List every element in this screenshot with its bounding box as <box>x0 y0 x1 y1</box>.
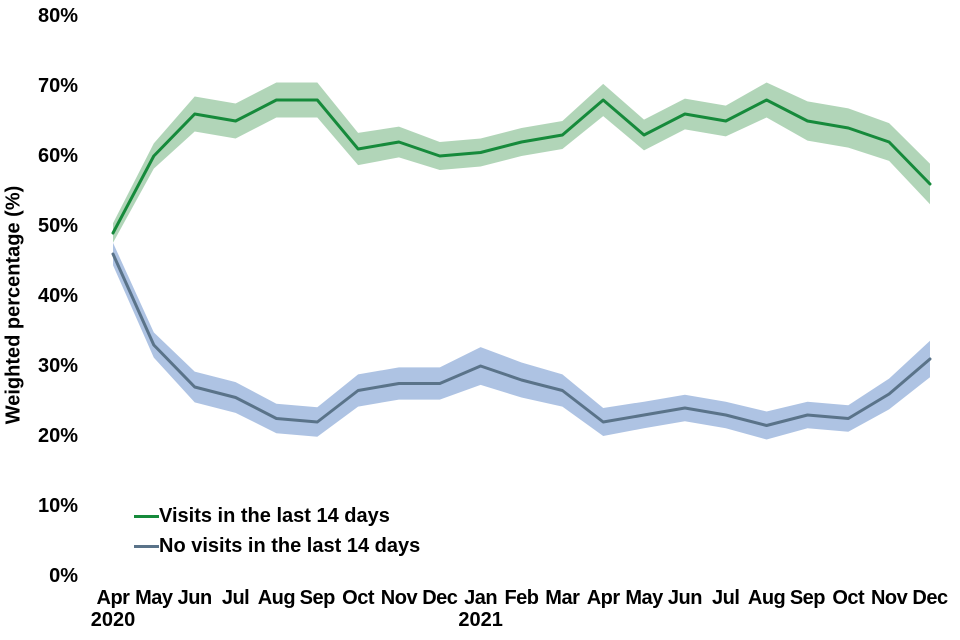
legend-line-swatch-no-visits <box>134 544 159 548</box>
x-tick-label: Jun <box>667 587 703 609</box>
x-tick-label: May <box>135 587 173 609</box>
x-tick-label: Apr <box>586 587 620 609</box>
x-axis-year-label: 2021 <box>458 609 503 631</box>
y-tick-label: 10% <box>37 495 78 517</box>
legend-label-no-visits: No visits in the last 14 days <box>159 534 421 557</box>
x-tick-label: Oct <box>832 587 865 609</box>
x-tick-label: Dec <box>912 587 948 609</box>
x-tick-label: Sep <box>789 587 826 609</box>
series-line-no-visits <box>111 252 932 427</box>
series-line-visits <box>111 98 932 235</box>
x-tick-label: Dec <box>422 587 458 609</box>
legend-item-no-visits: No visits in the last 14 days <box>134 531 420 561</box>
legend-label-visits: Visits in the last 14 days <box>159 504 390 527</box>
x-tick-label: May <box>625 587 663 609</box>
x-tick-label: Aug <box>257 587 296 609</box>
x-tick-label: Jul <box>221 587 250 609</box>
x-tick-label: Apr <box>96 587 130 609</box>
confidence-band-visits <box>113 82 930 243</box>
legend: Visits in the last 14 days No visits in … <box>134 501 420 561</box>
y-tick-label: 60% <box>37 145 78 167</box>
x-tick-label: Nov <box>870 587 908 609</box>
x-tick-label: Jul <box>712 587 740 609</box>
x-tick-label: Sep <box>299 587 336 609</box>
x-axis-year-label: 2020 <box>90 609 136 631</box>
y-tick-label: 40% <box>37 285 78 307</box>
y-tick-label: 70% <box>37 75 78 97</box>
x-tick-label: Aug <box>747 587 786 609</box>
y-tick-label: 30% <box>37 355 78 377</box>
y-tick-label: 80% <box>37 5 78 27</box>
x-tick-label: Nov <box>380 587 418 609</box>
x-tick-label: Jan <box>464 587 498 609</box>
x-tick-label: Oct <box>342 587 375 609</box>
y-tick-label: 0% <box>49 565 78 587</box>
legend-item-visits: Visits in the last 14 days <box>134 501 420 531</box>
legend-line-swatch-visits <box>134 514 159 518</box>
y-tick-label: 50% <box>37 215 78 237</box>
x-tick-label: Mar <box>545 587 580 609</box>
y-tick-label: 20% <box>37 425 78 447</box>
x-tick-label: Jun <box>177 587 213 609</box>
x-tick-label: Feb <box>504 587 539 609</box>
confidence-band-no-visits <box>113 242 930 440</box>
